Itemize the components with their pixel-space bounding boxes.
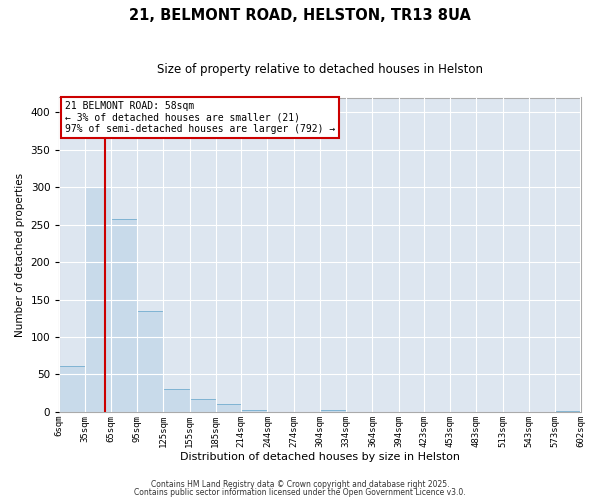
Bar — [320, 410, 346, 412]
Bar — [241, 410, 268, 412]
Bar — [137, 311, 163, 412]
Bar — [163, 390, 190, 412]
Bar — [190, 399, 216, 412]
Bar — [216, 404, 241, 412]
Bar — [555, 411, 580, 412]
Text: 21 BELMONT ROAD: 58sqm
← 3% of detached houses are smaller (21)
97% of semi-deta: 21 BELMONT ROAD: 58sqm ← 3% of detached … — [65, 100, 335, 134]
Text: Contains HM Land Registry data © Crown copyright and database right 2025.: Contains HM Land Registry data © Crown c… — [151, 480, 449, 489]
Text: 21, BELMONT ROAD, HELSTON, TR13 8UA: 21, BELMONT ROAD, HELSTON, TR13 8UA — [129, 8, 471, 22]
Bar — [85, 188, 111, 412]
Bar — [59, 366, 85, 412]
X-axis label: Distribution of detached houses by size in Helston: Distribution of detached houses by size … — [180, 452, 460, 462]
Title: Size of property relative to detached houses in Helston: Size of property relative to detached ho… — [157, 62, 483, 76]
Bar — [111, 219, 137, 412]
Y-axis label: Number of detached properties: Number of detached properties — [15, 172, 25, 337]
Text: Contains public sector information licensed under the Open Government Licence v3: Contains public sector information licen… — [134, 488, 466, 497]
